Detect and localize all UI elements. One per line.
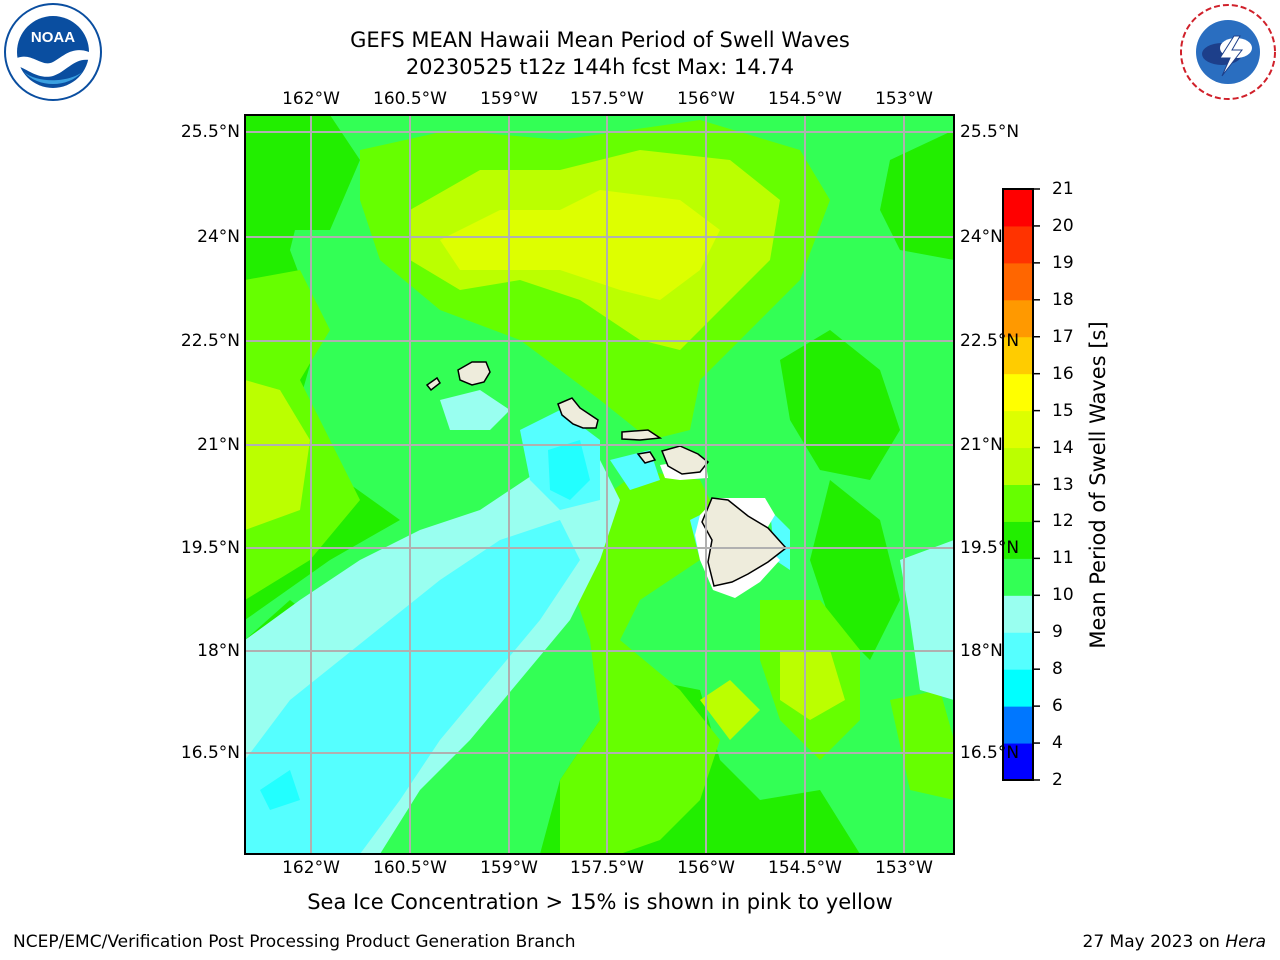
lat-label-left: 22.5°N (180, 331, 240, 351)
lat-label-right: 16.5°N (960, 743, 1020, 763)
footer-date-text: 27 May 2023 on (1082, 932, 1226, 952)
colorbar-segment (1003, 373, 1033, 412)
colorbar-segment (1003, 558, 1033, 596)
colorbar-segment (1003, 669, 1033, 707)
noaa-logo: NOAA (4, 3, 102, 101)
colorbar-label: Mean Period of Swell Waves [s] (1086, 321, 1110, 649)
island-kauai (457, 361, 491, 386)
lat-label-left: 21°N (197, 435, 240, 455)
swell-period-field (245, 115, 954, 854)
lat-label-right: 24°N (960, 227, 1003, 247)
lon-label-bottom: 162°W (282, 858, 340, 878)
colorbar-tick-label: 17 (1052, 326, 1074, 347)
colorbar-tick-label: 8 (1052, 659, 1063, 680)
colorbar-tick-label: 19 (1052, 252, 1074, 273)
colorbar-segment (1003, 336, 1033, 375)
lat-label-left: 18°N (197, 641, 240, 661)
colorbar-segment (1003, 447, 1033, 485)
colorbar-ticks (1033, 188, 1040, 781)
colorbar-tick-label: 18 (1052, 289, 1074, 310)
lon-label-top: 156°W (677, 89, 735, 109)
colorbar-tick-label: 11 (1052, 548, 1074, 569)
noaa-logo-text: NOAA (31, 29, 75, 46)
sea-ice-caption: Sea Ice Concentration > 15% is shown in … (307, 890, 893, 914)
island-maui (660, 445, 710, 475)
colorbar-segment (1003, 743, 1033, 781)
colorbar-tick-label: 2 (1052, 770, 1063, 790)
hawaiian-islands (425, 361, 788, 587)
graticule (245, 115, 954, 854)
colorbar (1003, 189, 1033, 781)
colorbar-tick-label: 16 (1052, 363, 1074, 384)
colorbar-tick-label: 9 (1052, 622, 1063, 643)
colorbar-tick-label: 4 (1052, 733, 1063, 754)
island-oahu (557, 397, 599, 429)
lat-label-right: 18°N (960, 641, 1003, 661)
colorbar-tick-label: 15 (1052, 400, 1074, 421)
colorbar-segment (1003, 299, 1033, 338)
lon-label-bottom: 157.5°W (570, 858, 644, 878)
colorbar-tick-label: 20 (1052, 215, 1074, 236)
colorbar-segment (1003, 225, 1033, 264)
lat-label-right: 25.5°N (960, 122, 1020, 142)
island-lanai (636, 451, 657, 464)
colorbar-mask (1003, 189, 1033, 780)
island-hawaii (701, 497, 788, 587)
lat-label-right: 22.5°N (960, 331, 1020, 351)
lat-label-right: 19.5°N (960, 538, 1020, 558)
colorbar-tick-label: 6 (1052, 696, 1063, 717)
colorbar-tick-label: 12 (1052, 511, 1074, 532)
lon-label-top: 157.5°W (570, 89, 644, 109)
lat-label-left: 24°N (197, 227, 240, 247)
nws-logo (1180, 4, 1276, 100)
lon-label-top: 154.5°W (768, 89, 842, 109)
colorbar-segment (1003, 410, 1033, 449)
island-molokai (621, 429, 663, 441)
colorbar-tick-label: 14 (1052, 437, 1074, 458)
lon-label-bottom: 154.5°W (768, 858, 842, 878)
colorbar-segment (1003, 484, 1033, 522)
colorbar-segment (1003, 632, 1033, 670)
lon-label-top: 160.5°W (373, 89, 447, 109)
footer-date: 27 May 2023 on Hera (1083, 932, 1267, 952)
island-niihau (425, 376, 441, 392)
colorbar-segment (1003, 521, 1033, 559)
colorbar-segment (1003, 595, 1033, 633)
colorbar-segment (1003, 706, 1033, 744)
lon-label-bottom: 160.5°W (373, 858, 447, 878)
footer-credit: NCEP/EMC/Verification Post Processing Pr… (13, 932, 576, 952)
lon-label-top: 153°W (875, 89, 933, 109)
lat-label-left: 25.5°N (180, 122, 240, 142)
map-subtitle: 20230525 t12z 144h fcst Max: 14.74 (405, 55, 795, 79)
colorbar-tick-label: 21 (1052, 179, 1074, 199)
colorbar-tick-label: 13 (1052, 474, 1074, 495)
lon-label-bottom: 153°W (875, 858, 933, 878)
lat-label-right: 21°N (960, 435, 1003, 455)
map-title: GEFS MEAN Hawaii Mean Period of Swell Wa… (350, 28, 850, 52)
lon-label-bottom: 159°W (480, 858, 538, 878)
colorbar-segment (1003, 262, 1033, 301)
lat-label-left: 16.5°N (180, 743, 240, 763)
lon-label-top: 162°W (282, 89, 340, 109)
lat-label-left: 19.5°N (180, 538, 240, 558)
colorbar-segment (1003, 189, 1033, 227)
colorbar-tick-label: 10 (1052, 585, 1074, 606)
lon-label-top: 159°W (480, 89, 538, 109)
lon-label-bottom: 156°W (677, 858, 735, 878)
footer-system: Hera (1225, 932, 1266, 952)
map-frame (244, 114, 955, 855)
